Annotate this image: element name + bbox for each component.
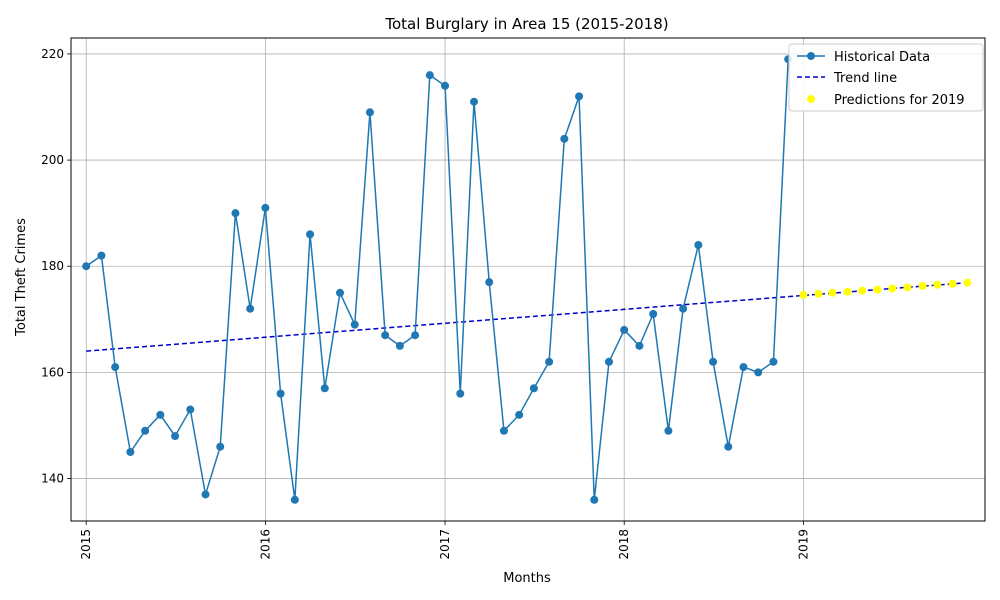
- prediction-point: [873, 285, 882, 294]
- historical-point: [201, 490, 210, 499]
- historical-point: [395, 341, 404, 350]
- historical-point: [276, 389, 285, 398]
- historical-point: [82, 262, 91, 271]
- prediction-series: [799, 278, 972, 299]
- prediction-point: [948, 279, 957, 288]
- y-tick-label: 220: [41, 47, 64, 61]
- y-tick-label: 180: [41, 259, 64, 273]
- historical-point: [724, 442, 733, 451]
- historical-point: [216, 442, 225, 451]
- historical-point: [485, 278, 494, 287]
- historical-point: [320, 384, 329, 393]
- prediction-point: [933, 280, 942, 289]
- historical-point: [126, 448, 135, 456]
- historical-point: [604, 357, 613, 366]
- historical-point: [365, 108, 374, 117]
- x-tick-label: 2016: [258, 529, 272, 560]
- historical-line: [85, 59, 789, 500]
- historical-point: [141, 426, 150, 435]
- legend-marker-predictions: [807, 95, 815, 103]
- historical-point: [649, 310, 658, 318]
- historical-point: [306, 230, 315, 239]
- historical-point: [381, 331, 390, 340]
- prediction-point: [963, 278, 972, 287]
- y-tick-label: 140: [41, 472, 64, 486]
- historical-point: [499, 426, 508, 435]
- historical-point: [769, 357, 778, 366]
- y-tick-label: 160: [41, 365, 64, 379]
- legend-label-predictions: Predictions for 2019: [834, 93, 965, 108]
- historical-point: [411, 331, 420, 340]
- prediction-point: [799, 290, 808, 299]
- historical-point: [425, 71, 434, 80]
- historical-point: [97, 251, 106, 260]
- prediction-point: [814, 289, 823, 298]
- prediction-point: [843, 287, 852, 296]
- historical-point: [111, 363, 120, 372]
- x-axis-label: Months: [503, 571, 551, 586]
- historical-point: [664, 426, 673, 435]
- historical-point: [545, 357, 554, 366]
- x-tick-label: 2019: [796, 529, 810, 560]
- historical-point: [231, 209, 240, 218]
- historical-point: [679, 304, 688, 313]
- prediction-point: [888, 284, 897, 293]
- historical-point: [515, 410, 524, 419]
- historical-point: [470, 97, 479, 106]
- x-tick-label: 2018: [617, 529, 631, 560]
- y-tick-label: 200: [41, 153, 64, 167]
- x-tick-label: 2015: [79, 529, 93, 560]
- historical-point: [575, 92, 584, 101]
- historical-point: [335, 288, 344, 297]
- legend: Historical Data Trend line Predictions f…: [788, 43, 984, 112]
- prediction-point: [828, 288, 837, 297]
- legend-marker-historical: [807, 52, 815, 60]
- historical-point: [171, 432, 180, 441]
- y-axis-label: Total Theft Crimes: [14, 218, 29, 337]
- plot-frame: [70, 37, 986, 522]
- historical-point: [560, 134, 569, 143]
- historical-point: [529, 384, 538, 393]
- historical-point: [590, 495, 599, 504]
- historical-point: [261, 203, 270, 212]
- prediction-point: [903, 283, 912, 292]
- historical-point: [156, 410, 165, 419]
- historical-point: [456, 389, 465, 398]
- historical-point: [246, 304, 255, 313]
- historical-point: [694, 241, 703, 249]
- x-tick-label: 2017: [438, 529, 452, 560]
- historical-point: [350, 320, 359, 329]
- legend-label-historical: Historical Data: [834, 50, 930, 65]
- historical-point: [709, 357, 718, 366]
- prediction-point: [918, 281, 927, 290]
- legend-frame: [788, 43, 984, 112]
- historical-point: [290, 495, 299, 504]
- historical-point: [754, 368, 763, 377]
- historical-point: [739, 363, 748, 372]
- x-axis: 2015 2016 2017 2018 2019: [79, 521, 810, 560]
- historical-point: [635, 341, 644, 350]
- historical-point: [620, 325, 629, 334]
- prediction-point: [858, 286, 867, 295]
- historical-point: [186, 405, 195, 414]
- historical-point: [441, 81, 450, 90]
- legend-label-trend: Trend line: [833, 71, 897, 86]
- y-axis: 140 160 180 200 220: [41, 47, 71, 486]
- chart-title: Total Burglary in Area 15 (2015-2018): [384, 15, 668, 33]
